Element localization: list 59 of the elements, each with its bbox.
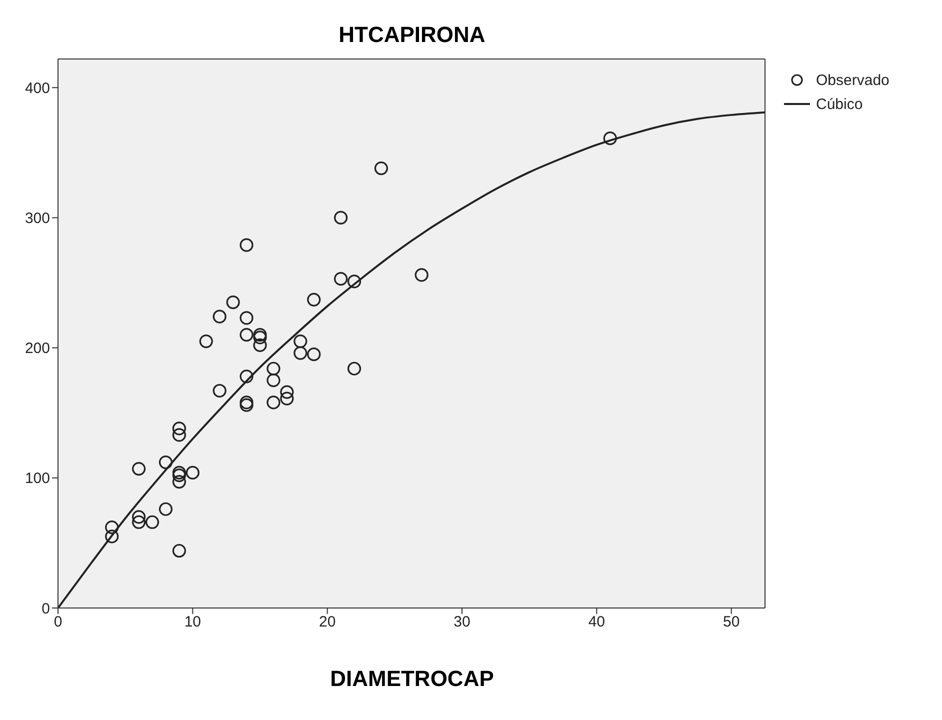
point (266, 374, 280, 388)
point (603, 132, 617, 146)
point (172, 466, 186, 480)
point (374, 161, 388, 176)
x-tick-label: 30 (454, 614, 470, 631)
point (347, 362, 362, 376)
point (280, 385, 294, 399)
point (212, 384, 226, 398)
point (294, 346, 308, 360)
point (199, 334, 213, 348)
point (158, 502, 173, 516)
point (226, 295, 240, 310)
point (253, 330, 267, 344)
x-tick-label: 40 (588, 614, 606, 631)
point (307, 348, 321, 362)
y-tick-label: 200 (24, 340, 50, 358)
point (240, 398, 254, 412)
point (347, 274, 362, 288)
legend-label: Cúbico (816, 96, 863, 112)
point (240, 311, 254, 325)
point (307, 292, 321, 306)
x-axis-title: DIAMETROCAP (329, 666, 495, 692)
point (334, 210, 348, 225)
point (334, 272, 348, 286)
point (240, 396, 254, 410)
point (294, 334, 308, 348)
point (172, 428, 186, 442)
legend-label: Observado (816, 72, 890, 88)
point (240, 238, 254, 252)
point (266, 362, 280, 376)
point (212, 310, 226, 324)
x-tick-label: 10 (184, 614, 202, 631)
point (280, 392, 294, 406)
point (186, 466, 200, 480)
point (414, 268, 428, 282)
x-tick-label: 20 (318, 614, 336, 631)
y-tick-label: 400 (24, 80, 50, 97)
point (172, 475, 186, 489)
point (240, 328, 254, 342)
point (132, 462, 146, 476)
point (145, 515, 160, 529)
y-tick-label: 0 (42, 600, 50, 618)
y-tick-label: 300 (24, 210, 50, 228)
point (105, 520, 119, 534)
point (105, 530, 119, 544)
point (132, 510, 146, 524)
point (132, 515, 146, 529)
x-tick-label: 50 (722, 614, 740, 631)
point (253, 328, 267, 342)
point (253, 338, 267, 352)
point (172, 544, 186, 558)
y-tick-label: 100 (24, 470, 50, 488)
point (172, 422, 186, 436)
point (172, 468, 186, 482)
chart-title: HTCAPIRONA (338, 22, 486, 48)
point (266, 396, 280, 410)
x-tick-label: 0 (54, 614, 62, 631)
point (240, 370, 254, 384)
point (158, 455, 173, 470)
